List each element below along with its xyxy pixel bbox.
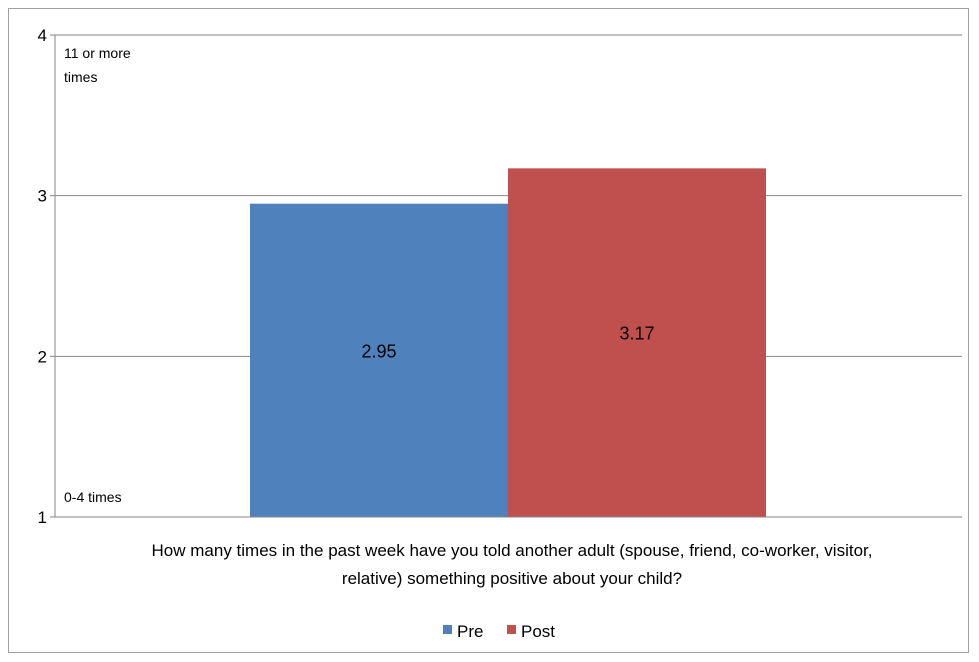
y-tick-label: 1 (38, 508, 47, 527)
legend-swatch-pre (443, 625, 452, 634)
bar-post (508, 168, 766, 517)
legend-label-pre: Pre (457, 622, 483, 641)
x-category-label-line1: How many times in the past week have you… (152, 541, 873, 560)
annotation-bottom: 0-4 times (64, 489, 122, 505)
legend-label-post: Post (521, 622, 555, 641)
data-label-pre: 2.95 (361, 341, 396, 361)
data-labels: 2.95 3.17 (361, 324, 654, 362)
data-label-post: 3.17 (619, 324, 654, 344)
annotation-top-line1: 11 or more (64, 45, 131, 61)
y-tick-label: 2 (38, 347, 47, 366)
y-axis (54, 35, 962, 518)
x-category-label-line2: relative) something positive about your … (342, 569, 682, 588)
y-tick-labels: 1 2 3 4 (38, 26, 55, 527)
bars (250, 168, 766, 517)
legend-swatch-post (507, 625, 516, 634)
y-tick-label: 4 (38, 26, 47, 45)
y-tick-label: 3 (38, 187, 47, 206)
bar-pre (250, 203, 508, 517)
annotation-top-line2: times (64, 69, 97, 85)
legend: Pre Post (443, 622, 555, 641)
